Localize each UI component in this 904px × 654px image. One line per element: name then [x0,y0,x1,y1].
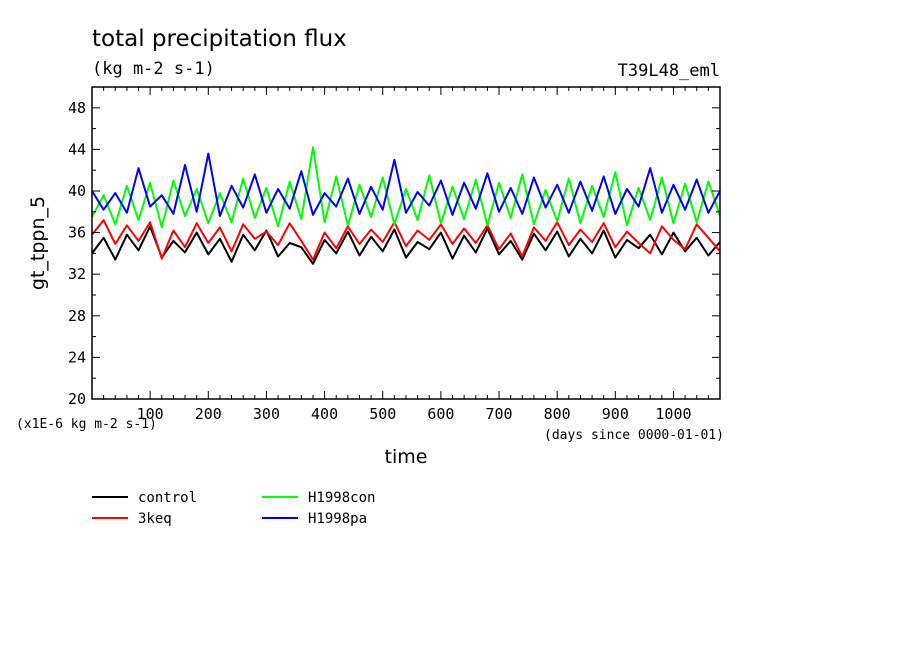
legend-label-3: H1998pa [308,511,367,527]
y-tick-label: 28 [68,307,86,325]
x-tick-label: 600 [427,405,454,423]
y-scale-note: (x1E-6 kg m-2 s-1) [16,417,157,432]
y-tick-label: 48 [68,99,86,117]
legend-label-0: control [138,490,197,506]
x-tick-label: 1000 [655,405,691,423]
x-tick-label: 700 [485,405,512,423]
x-tick-label: 900 [602,405,629,423]
series-layer [91,146,721,265]
x-units-note: (days since 0000-01-01) [544,428,724,443]
y-tick-label: 40 [68,182,86,200]
series-line-1 [91,219,721,261]
y-tick-label: 20 [68,390,86,408]
y-tick-label: 24 [68,348,86,366]
tick-layer: 100 200 300 400 500 600 700 800 900 1000 20 24 28 32 3… [68,87,720,423]
x-tick-label: 300 [253,405,280,423]
x-tick-label: 500 [369,405,396,423]
legend-label-1: 3keq [138,511,172,527]
legend-label-2: H1998con [308,490,375,506]
chart-title: total precipitation flux [92,26,347,52]
y-tick-label: 44 [68,140,86,158]
series-line-2 [91,146,721,229]
y-tick-label: 36 [68,224,86,242]
series-line-3 [91,152,721,217]
x-tick-label: 200 [195,405,222,423]
legend: control 3keq H1998con H1998pa [92,490,375,527]
x-axis-label: time [385,446,428,468]
x-tick-label: 800 [544,405,571,423]
chart-subtitle: (kg m-2 s-1) [92,59,215,79]
y-axis-label: gt_tppn_5 [27,196,49,290]
x-tick-label: 100 [137,405,164,423]
run-label: T39L48_eml [618,61,720,81]
y-tick-label: 32 [68,265,86,283]
x-tick-label: 400 [311,405,338,423]
series-line-0 [91,225,721,265]
